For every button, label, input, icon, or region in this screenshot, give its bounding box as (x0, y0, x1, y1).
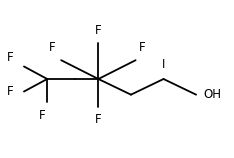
Text: F: F (39, 109, 46, 122)
Text: F: F (95, 113, 102, 126)
Text: F: F (49, 41, 55, 54)
Text: F: F (95, 24, 102, 37)
Text: I: I (162, 58, 165, 71)
Text: F: F (139, 41, 146, 54)
Text: F: F (7, 85, 13, 98)
Text: OH: OH (203, 88, 221, 101)
Text: F: F (7, 51, 13, 64)
